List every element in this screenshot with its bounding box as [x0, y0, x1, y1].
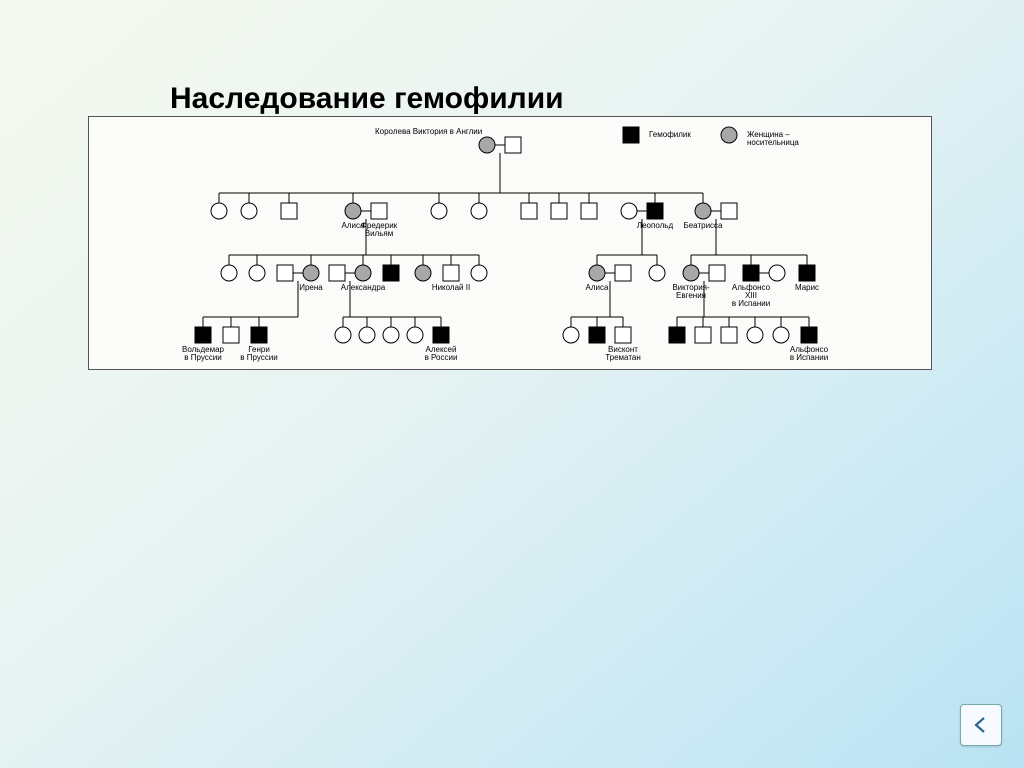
svg-text:Вильям: Вильям	[365, 229, 393, 238]
pedigree-svg: АлисаФредерикВильямЛеопольдБеатриссаИрен…	[89, 117, 931, 369]
back-arrow-icon	[970, 714, 992, 736]
page-title: Наследование гемофилии	[170, 82, 564, 116]
svg-text:Королева Виктория в Англии: Королева Виктория в Англии	[375, 127, 482, 136]
svg-text:в России: в России	[425, 353, 458, 362]
svg-text:Николай II: Николай II	[432, 283, 470, 292]
svg-text:Ирена: Ирена	[299, 283, 323, 292]
svg-text:Трематан: Трематан	[605, 353, 641, 362]
svg-text:Алиса: Алиса	[586, 283, 609, 292]
svg-text:Евгения: Евгения	[676, 291, 706, 300]
slide: Наследование гемофилии АлисаФредерикВиль…	[0, 0, 1024, 768]
svg-text:в Испании: в Испании	[732, 299, 770, 308]
svg-text:носительница: носительница	[747, 138, 799, 147]
svg-text:Беатрисса: Беатрисса	[683, 221, 723, 230]
back-button[interactable]	[960, 704, 1002, 746]
svg-text:в Испании: в Испании	[790, 353, 828, 362]
pedigree-chart: АлисаФредерикВильямЛеопольдБеатриссаИрен…	[88, 116, 932, 370]
svg-text:Александра: Александра	[341, 283, 386, 292]
svg-text:в Пруссии: в Пруссии	[240, 353, 277, 362]
svg-text:Марис: Марис	[795, 283, 819, 292]
svg-text:Гемофилик: Гемофилик	[649, 130, 691, 139]
svg-text:в Пруссии: в Пруссии	[184, 353, 221, 362]
